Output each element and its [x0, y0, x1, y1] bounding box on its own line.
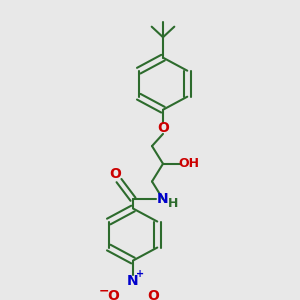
Text: O: O: [147, 289, 159, 300]
Text: O: O: [107, 289, 119, 300]
Text: O: O: [109, 167, 121, 181]
Text: O: O: [157, 121, 169, 135]
Text: −: −: [99, 285, 109, 298]
Text: H: H: [168, 197, 178, 210]
Text: OH: OH: [178, 157, 200, 170]
Text: N: N: [127, 274, 139, 288]
Text: N: N: [157, 192, 169, 206]
Text: +: +: [136, 268, 144, 279]
